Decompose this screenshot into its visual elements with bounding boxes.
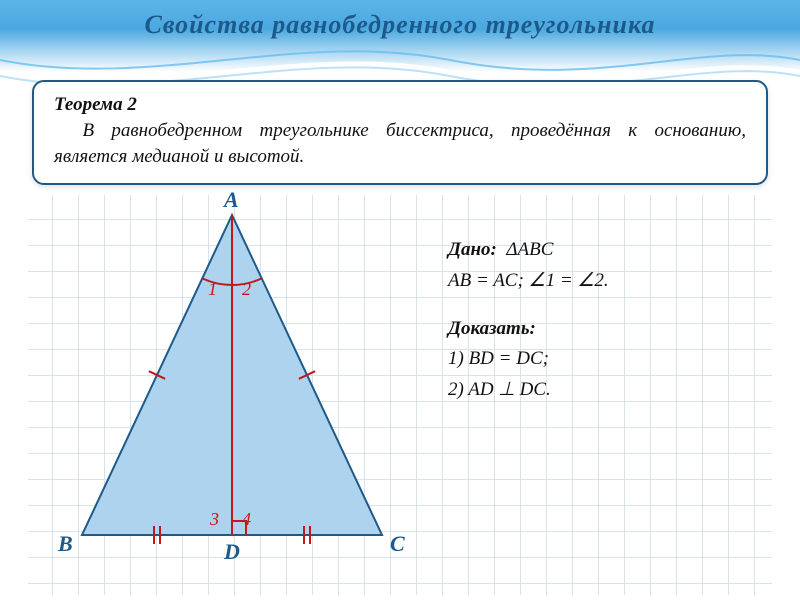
- angle-num-1: 1: [208, 279, 217, 300]
- vertex-label-d: D: [224, 539, 240, 565]
- triangle-figure: A B C D 1 2 3 4: [42, 195, 422, 575]
- given-label: Дано:: [448, 239, 497, 260]
- given-line-2: AB = AC; ∠1 = ∠2.: [448, 270, 609, 291]
- prove-line-2: 2) AD ⊥ DC.: [448, 379, 551, 400]
- theorem-title: Теорема 2: [54, 94, 746, 116]
- proof-text: Дано: ΔABC AB = AC; ∠1 = ∠2. Доказать: 1…: [448, 235, 748, 423]
- vertex-label-a: A: [224, 187, 239, 213]
- theorem-card: Теорема 2 В равнобедренном треугольнике …: [32, 80, 768, 185]
- theorem-body: В равнобедренном треугольнике биссектрис…: [54, 118, 746, 169]
- angle-num-4: 4: [242, 509, 251, 530]
- page-title: Свойства равнобедренного треугольника: [0, 10, 800, 40]
- vertex-label-c: C: [390, 531, 405, 557]
- angle-num-2: 2: [242, 279, 251, 300]
- header-banner: Свойства равнобедренного треугольника: [0, 0, 800, 72]
- angle-num-3: 3: [210, 509, 219, 530]
- given-line-1: ΔABC: [506, 239, 553, 260]
- prove-label: Доказать:: [448, 318, 536, 339]
- prove-line-1: 1) BD = DC;: [448, 348, 549, 369]
- main-area: A B C D 1 2 3 4 Дано: ΔABC AB = AC; ∠1 =…: [28, 195, 772, 595]
- vertex-label-b: B: [58, 531, 73, 557]
